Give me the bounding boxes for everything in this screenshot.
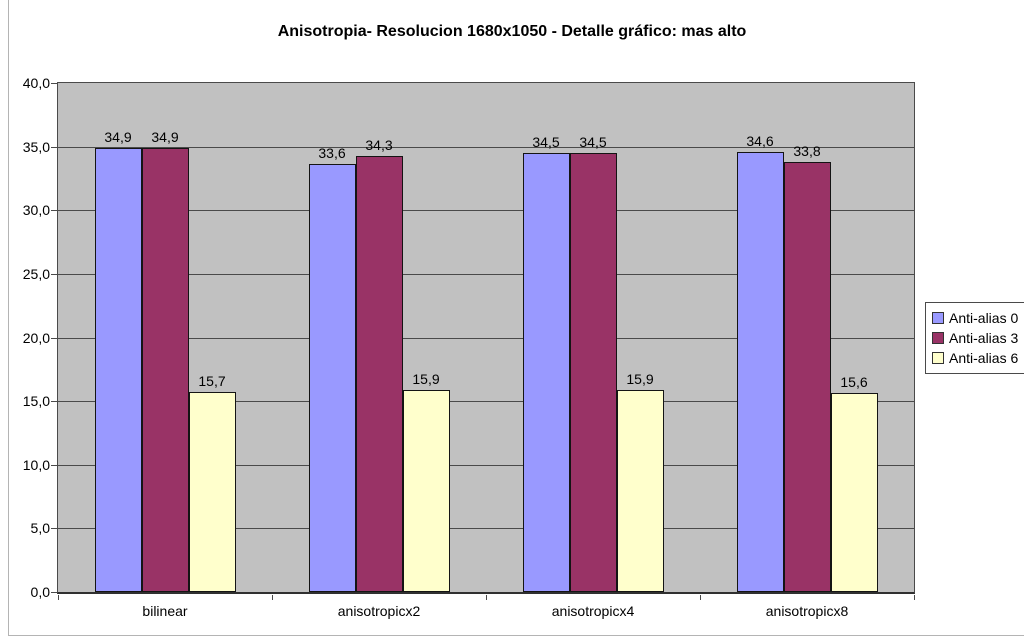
y-axis-tick-mark [51, 592, 57, 593]
bar [784, 162, 831, 592]
x-axis-tick-mark [58, 595, 59, 600]
bar [570, 153, 617, 592]
x-axis-category-label: anisotropicx2 [337, 603, 421, 619]
y-axis-tick-mark [51, 465, 57, 466]
y-axis-tick-label: 10,0 [22, 457, 50, 473]
y-axis-tick-label: 0,0 [30, 584, 50, 600]
legend-item: Anti-alias 6 [932, 348, 1018, 368]
y-axis-tick-mark [51, 528, 57, 529]
gridline [58, 274, 914, 275]
y-axis-tick-mark [51, 274, 57, 275]
y-axis-tick-label: 30,0 [22, 202, 50, 218]
bar-value-label: 15,6 [840, 374, 868, 390]
y-axis-tick-label: 35,0 [22, 139, 50, 155]
bar-value-label: 15,9 [412, 371, 440, 387]
chart-title: Anisotropia- Resolucion 1680x1050 - Deta… [277, 23, 747, 40]
bar [617, 390, 664, 592]
y-axis-tick-label: 15,0 [22, 393, 50, 409]
gridline [58, 338, 914, 339]
gridline [58, 465, 914, 466]
x-axis-tick-mark [486, 595, 487, 600]
legend: Anti-alias 0 Anti-alias 3 Anti-alias 6 [925, 302, 1024, 374]
legend-swatch [932, 312, 944, 324]
legend-label: Anti-alias 6 [949, 350, 1019, 366]
bar-value-label: 34,5 [579, 134, 607, 150]
y-axis-tick-label: 25,0 [22, 266, 50, 282]
bar [523, 153, 570, 592]
y-axis-tick-label: 40,0 [22, 75, 50, 91]
legend-item: Anti-alias 3 [932, 328, 1018, 348]
bar-value-label: 15,7 [198, 373, 226, 389]
gridline [58, 401, 914, 402]
y-axis-tick-mark [51, 83, 57, 84]
legend-item: Anti-alias 0 [932, 308, 1018, 328]
gridline [58, 210, 914, 211]
bar-value-label: 15,9 [626, 371, 654, 387]
y-axis-tick-label: 5,0 [30, 520, 50, 536]
plot-area: 34,9 33,6 34,5 34,6 34,9 34,3 34,5 33,8 15,7 15,9… [57, 82, 915, 594]
bar [309, 164, 356, 592]
y-axis-tick-mark [51, 210, 57, 211]
bar-value-label: 34,6 [746, 133, 774, 149]
bar [142, 148, 189, 592]
x-axis-category-label: anisotropicx4 [551, 603, 635, 619]
legend-label: Anti-alias 0 [949, 310, 1019, 326]
bar-value-label: 34,3 [365, 137, 393, 153]
y-axis-tick-mark [51, 338, 57, 339]
bar [356, 156, 403, 592]
bar-value-label: 34,5 [532, 134, 560, 150]
bar-value-label: 33,6 [318, 145, 346, 161]
x-axis-category-label: anisotropicx8 [765, 603, 849, 619]
x-axis-category-label: bilinear [142, 603, 188, 619]
legend-swatch [932, 332, 944, 344]
bar-value-label: 34,9 [104, 129, 132, 145]
x-axis-tick-mark [914, 595, 915, 600]
bar [737, 152, 784, 592]
bar [189, 392, 236, 592]
bar-value-label: 33,8 [793, 143, 821, 159]
legend-label: Anti-alias 3 [949, 330, 1019, 346]
x-axis-tick-mark [700, 595, 701, 600]
y-axis-tick-mark [51, 147, 57, 148]
bar [403, 390, 450, 592]
y-axis-tick-mark [51, 401, 57, 402]
x-axis-tick-mark [272, 595, 273, 600]
bar [831, 393, 878, 592]
gridline [58, 147, 914, 148]
legend-swatch [932, 352, 944, 364]
gridline [58, 528, 914, 529]
y-axis-tick-label: 20,0 [22, 330, 50, 346]
bar-value-label: 34,9 [151, 129, 179, 145]
bar [95, 148, 142, 592]
